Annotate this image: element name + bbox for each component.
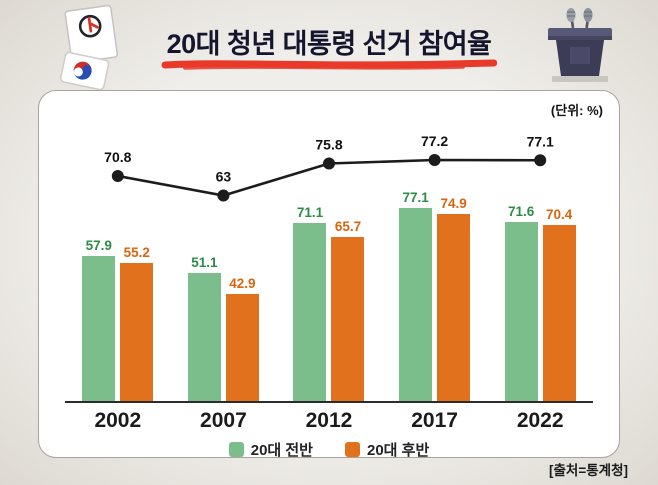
legend-swatch-early-20s — [228, 442, 244, 457]
bar-value-label: 42.9 — [229, 275, 256, 291]
bar-group-2012: 71.1 65.7 — [276, 121, 382, 401]
legend-label-late-20s: 20대 후반 — [367, 442, 430, 459]
bar-2017 — [437, 213, 471, 401]
title-wrap: 20대 청년 대통령 선거 참여율 — [161, 22, 497, 70]
x-axis-label: 2007 — [200, 409, 247, 432]
bar-2012 — [331, 236, 365, 401]
chart-card: (단위: %) 57.9 55.2 51.1 42.9 71.1 65.7 77.1 74.9… — [38, 90, 620, 460]
bar-2022 — [542, 225, 576, 401]
bar-value-label: 74.9 — [440, 195, 467, 211]
bar-value-label: 57.9 — [85, 238, 112, 254]
x-axis-label: 2012 — [305, 409, 353, 432]
legend-swatch-late-20s — [345, 442, 360, 457]
legend-label-early-20s: 20대 전반 — [250, 442, 313, 459]
bar-value-label: 70.4 — [546, 207, 573, 222]
bar-value-label: 71.1 — [296, 205, 324, 221]
bar-2012 — [293, 223, 327, 401]
bar-group-2002: 57.9 55.2 — [65, 121, 171, 401]
bar-value-label: 55.2 — [123, 245, 150, 260]
x-axis-label: 2017 — [411, 409, 458, 432]
bar-2022 — [504, 222, 538, 401]
bar-2002 — [82, 256, 116, 401]
page-title: 20대 청년 대통령 선거 참여율 — [166, 29, 492, 59]
bar-2007 — [187, 273, 221, 401]
legend: 20대 전반 20대 후반 — [39, 439, 619, 460]
header: 20대 청년 대통령 선거 참여율 — [0, 0, 658, 91]
x-axis-label: 2022 — [516, 409, 564, 432]
bar-group-2017: 77.1 74.9 — [382, 121, 488, 401]
bar-value-label: 51.1 — [191, 255, 218, 271]
bar-value-label: 71.6 — [508, 204, 535, 219]
bar-group-2007: 51.1 42.9 — [171, 121, 277, 401]
title-underline — [161, 59, 497, 70]
unit-label: (단위: %) — [550, 103, 603, 118]
legend-item-late-20s: 20대 후반 — [345, 439, 429, 460]
x-axis-label: 2002 — [94, 409, 142, 432]
plot-area: 57.9 55.2 51.1 42.9 71.1 65.7 77.1 74.9 71.6 70.4… — [65, 121, 593, 403]
bar-2017 — [399, 208, 433, 401]
legend-item-early-20s: 20대 전반 — [228, 439, 313, 460]
bar-group-2022: 71.6 70.4 — [487, 121, 593, 401]
ballot-box-icon — [59, 4, 119, 91]
bar-value-label: 77.1 — [402, 190, 429, 206]
bar-value-label: 65.7 — [334, 218, 362, 234]
x-axis: 2002 2007 2012 2017 2022 — [65, 403, 593, 433]
bar-2002 — [120, 263, 154, 401]
source-credit: [출처=통계청] — [549, 463, 628, 478]
bar-groups: 57.9 55.2 51.1 42.9 71.1 65.7 77.1 74.9 71.6 70.4 — [65, 121, 593, 401]
bar-2007 — [225, 293, 259, 401]
podium-icon — [548, 8, 612, 82]
